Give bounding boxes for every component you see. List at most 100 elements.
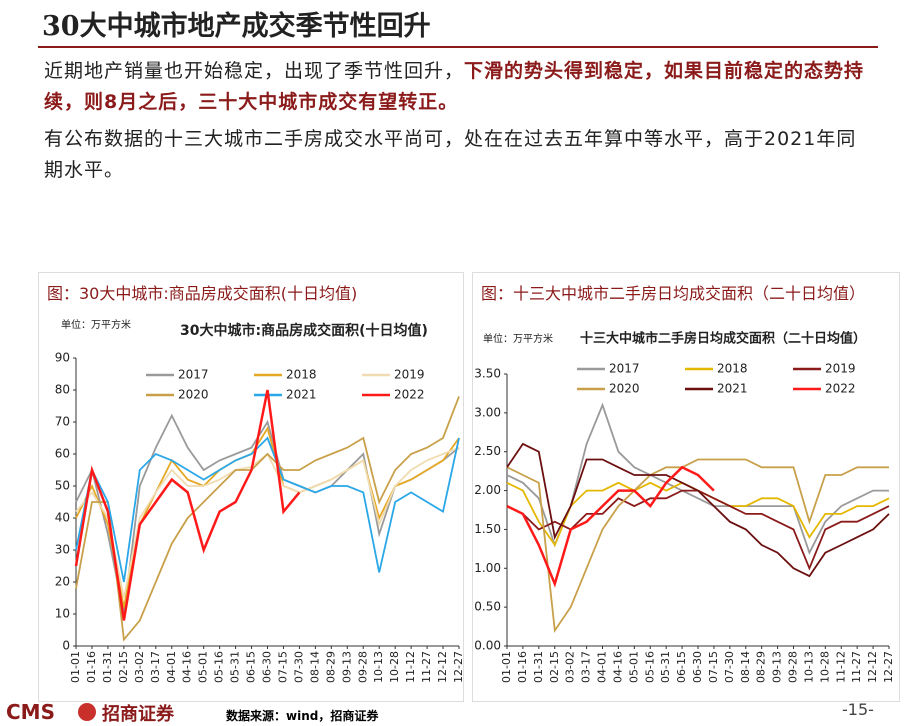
source: 数据来源：wind，招商证券 — [226, 709, 379, 723]
y-tick-label: 70 — [55, 415, 70, 429]
x-tick-label: 07-15 — [707, 651, 720, 683]
series-line — [506, 458, 889, 634]
x-tick-label: 07-30 — [292, 651, 305, 683]
x-tick-label: 10-28 — [818, 651, 831, 683]
y-tick-label: 2.50 — [474, 444, 501, 458]
x-tick-label: 10-13 — [802, 651, 815, 683]
text: 有公布数据的十三大城市二手房成交水平尚可，处在在过去五年算中等水平，高于2021… — [44, 128, 857, 181]
legend-label: 2017 — [178, 368, 209, 382]
x-tick-label: 03-02 — [133, 651, 146, 683]
legend-label: 2019 — [825, 362, 856, 376]
x-tick-label: 02-15 — [117, 651, 130, 683]
logo: CMS — [6, 700, 55, 724]
chart-caption: 图：十三大中城市二手房日均成交面积（二十日均值） — [481, 284, 866, 303]
x-tick-label: 09-13 — [771, 651, 784, 683]
y-tick-label: 3.00 — [474, 405, 501, 419]
x-tick-label: 05-31 — [229, 651, 242, 683]
x-tick-label: 02-15 — [548, 651, 561, 683]
logo-icon — [78, 703, 96, 721]
x-tick-label: 01-31 — [101, 651, 114, 683]
x-tick-label: 05-16 — [213, 651, 226, 683]
x-tick-label: 06-30 — [261, 651, 274, 683]
x-tick-label: 11-12 — [834, 651, 847, 683]
x-tick-label: 09-13 — [340, 651, 353, 683]
y-tick-label: 3.50 — [474, 367, 501, 381]
series-line — [75, 436, 460, 583]
chart-panel: 图：30大中城市:商品房成交面积(十日均值) 单位：万平方米 30大中城市:商品房… — [38, 272, 464, 702]
x-tick-label: 10-13 — [372, 651, 385, 683]
x-tick-label: 04-16 — [611, 651, 624, 683]
x-tick-label: 03-02 — [564, 651, 577, 683]
legend-label: 2022 — [394, 388, 425, 402]
legend-label: 2017 — [609, 362, 640, 376]
y-tick-label: 50 — [55, 479, 70, 493]
x-tick-label: 04-16 — [181, 651, 194, 683]
series-line — [506, 402, 889, 555]
y-tick-label: 0.00 — [474, 639, 501, 653]
legend-label: 2020 — [609, 382, 640, 396]
legend-label: 2018 — [286, 368, 317, 382]
y-tick-label: 80 — [55, 383, 70, 397]
x-tick-label: 09-28 — [787, 651, 800, 683]
x-tick-label: 08-14 — [739, 651, 752, 683]
paragraph: 有公布数据的十三大城市二手房成交水平尚可，处在在过去五年算中等水平，高于2021… — [44, 124, 874, 186]
company: 招商证券 — [102, 704, 174, 725]
x-tick-label: 05-01 — [627, 651, 640, 683]
x-tick-label: 08-14 — [308, 651, 321, 683]
y-tick-label: 40 — [55, 511, 70, 525]
y-tick-label: 2.00 — [474, 483, 501, 497]
y-tick-label: 1.00 — [474, 561, 501, 575]
x-tick-label: 06-15 — [675, 651, 688, 683]
x-tick-label: 12-27 — [882, 651, 895, 683]
y-tick-label: 90 — [55, 351, 70, 365]
y-tick-label: 10 — [55, 607, 70, 621]
y-tick-label: 20 — [55, 575, 70, 589]
series-line — [506, 489, 890, 571]
chart: 单位：万平方米 30大中城市:商品房成交面积(十日均值) 0 10 20 30 40 50 60… — [55, 318, 463, 683]
page-number: -15- — [842, 700, 874, 719]
x-tick-label: 07-15 — [276, 651, 289, 683]
y-tick-label: 60 — [55, 447, 70, 461]
y-tick-label: 1.50 — [474, 522, 501, 536]
chart-title: 30大中城市:商品房成交面积(十日均值) — [180, 322, 428, 339]
x-tick-label: 05-16 — [643, 651, 656, 683]
series-line — [74, 389, 301, 621]
x-tick-label: 09-28 — [356, 651, 369, 683]
y-tick-label: 0.50 — [474, 600, 501, 614]
x-tick-label: 12-12 — [866, 651, 879, 683]
x-tick-label: 05-31 — [659, 651, 672, 683]
paragraph: 近期地产销量也开始稳定，出现了季节性回升，下滑的势头得到稳定，如果目前稳定的态势… — [44, 56, 874, 118]
x-tick-label: 06-15 — [245, 651, 258, 683]
x-tick-label: 12-12 — [436, 651, 449, 683]
x-tick-label: 04-01 — [596, 651, 609, 683]
legend-label: 2020 — [178, 388, 209, 402]
chart: 单位：万平方米 十三大中城市二手房日均成交面积（二十日均值） 0.00 0.50 1.0… — [474, 331, 895, 683]
x-tick-label: 03-17 — [580, 651, 593, 683]
chart-title: 十三大中城市二手房日均成交面积（二十日均值） — [580, 331, 866, 347]
y-tick-label: 30 — [55, 543, 70, 557]
x-tick-label: 04-01 — [165, 651, 178, 683]
x-tick-label: 01-31 — [532, 651, 545, 683]
text: 近期地产销量也开始稳定，出现了季节性回升， — [44, 60, 465, 82]
unit-label: 单位：万平方米 — [483, 332, 553, 345]
x-tick-label: 08-29 — [755, 651, 768, 683]
series-line — [506, 481, 890, 547]
unit-label: 单位：万平方米 — [61, 318, 131, 331]
series-line — [75, 396, 460, 642]
legend-label: 2019 — [394, 368, 425, 382]
x-tick-label: 01-01 — [500, 651, 513, 683]
x-tick-label: 10-28 — [388, 651, 401, 683]
x-tick-label: 11-27 — [420, 651, 433, 683]
highlight: 下滑的势头得到稳定，如果目前稳定的态势持续，则8月之后，三十大中城市成交有望转正… — [44, 60, 865, 113]
legend-label: 2022 — [825, 382, 856, 396]
series-line — [75, 446, 460, 599]
chart-panel: 图：十三大中城市二手房日均成交面积（二十日均值） 单位：万平方米 十三大中城市二手… — [472, 272, 900, 702]
series-line — [506, 442, 890, 578]
x-tick-label: 01-01 — [69, 651, 82, 683]
x-tick-label: 11-27 — [850, 651, 863, 683]
x-tick-label: 11-12 — [404, 651, 417, 683]
x-tick-label: 05-01 — [197, 651, 210, 683]
title-rule — [38, 46, 878, 48]
legend-label: 2021 — [286, 388, 317, 402]
